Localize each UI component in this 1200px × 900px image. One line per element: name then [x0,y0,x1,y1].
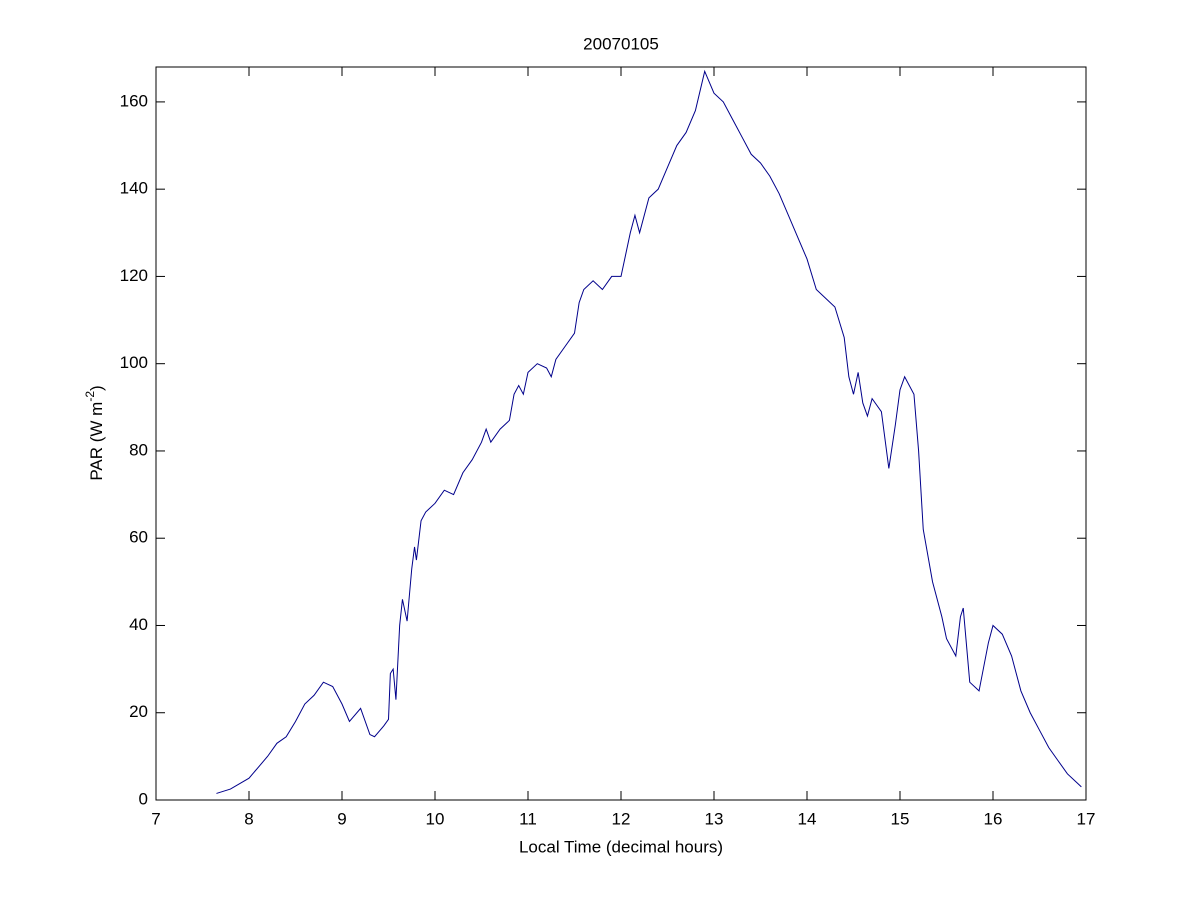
data-line [216,69,1082,794]
y-label-text: PAR (W m [87,402,106,481]
y-label-suffix: ) [87,385,106,391]
x-tick-label: 12 [612,809,631,828]
y-label-superscript: -2 [83,391,97,402]
chart-title: 20070105 [583,34,659,53]
x-tick-label: 8 [244,809,253,828]
y-tick-label: 60 [129,528,148,547]
plot-area [155,66,1087,801]
y-tick-label: 120 [120,266,148,285]
x-tick-label: 14 [798,809,817,828]
x-tick-label: 11 [519,809,537,828]
x-tick-label: 13 [705,809,724,828]
x-axis-label: Local Time (decimal hours) [519,837,723,856]
x-tick-label: 10 [426,809,445,828]
y-tick-label: 140 [120,179,148,198]
y-axis-label: PAR (W m-2) [83,385,106,480]
x-tick-label: 16 [984,809,1003,828]
y-tick-label: 40 [129,615,148,634]
y-tick-label: 100 [120,353,148,372]
x-tick-label: 9 [337,809,346,828]
y-tick-label: 0 [139,789,148,808]
y-tick-label: 20 [129,702,148,721]
y-tick-label: 160 [120,91,148,110]
x-tick-label: 15 [891,809,910,828]
y-tick-label: 80 [129,440,148,459]
x-tick-label: 17 [1077,809,1096,828]
x-tick-label: 7 [151,809,160,828]
